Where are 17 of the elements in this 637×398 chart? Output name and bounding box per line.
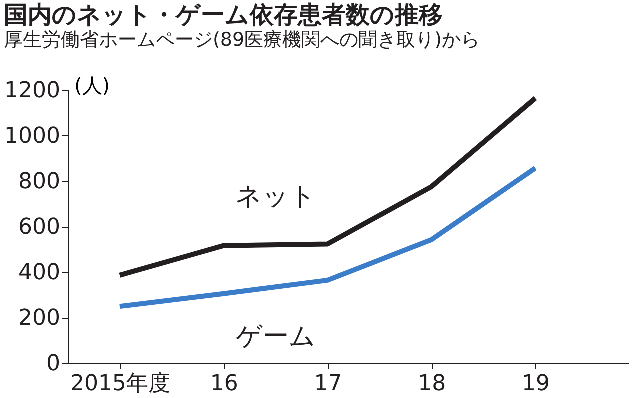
- y-tick-label: 1000: [4, 124, 60, 149]
- y-axis-title: (人): [74, 74, 110, 98]
- chart-subtitle: 厚生労働省ホームページ(89医療機関への聞き取り)から: [4, 29, 480, 51]
- y-tick-label: 400: [18, 260, 60, 286]
- series-label: ネット: [235, 182, 316, 212]
- x-tick-label: 16: [210, 372, 238, 396]
- x-tick-label: 17: [314, 372, 342, 396]
- y-tick-label: 600: [18, 215, 60, 240]
- y-tick-label: 200: [18, 306, 60, 331]
- x-tick-label: 18: [418, 372, 446, 396]
- chart-title: 国内のネット・ゲーム依存患者数の推移: [4, 1, 444, 29]
- x-tick-label: 2015年度: [70, 372, 170, 396]
- x-tick-label: 19: [522, 372, 550, 396]
- y-tick-label: 800: [18, 170, 60, 194]
- series-label: ゲーム: [236, 322, 316, 352]
- y-tick-label: 0: [46, 352, 60, 376]
- y-tick-label: 1200: [4, 78, 60, 104]
